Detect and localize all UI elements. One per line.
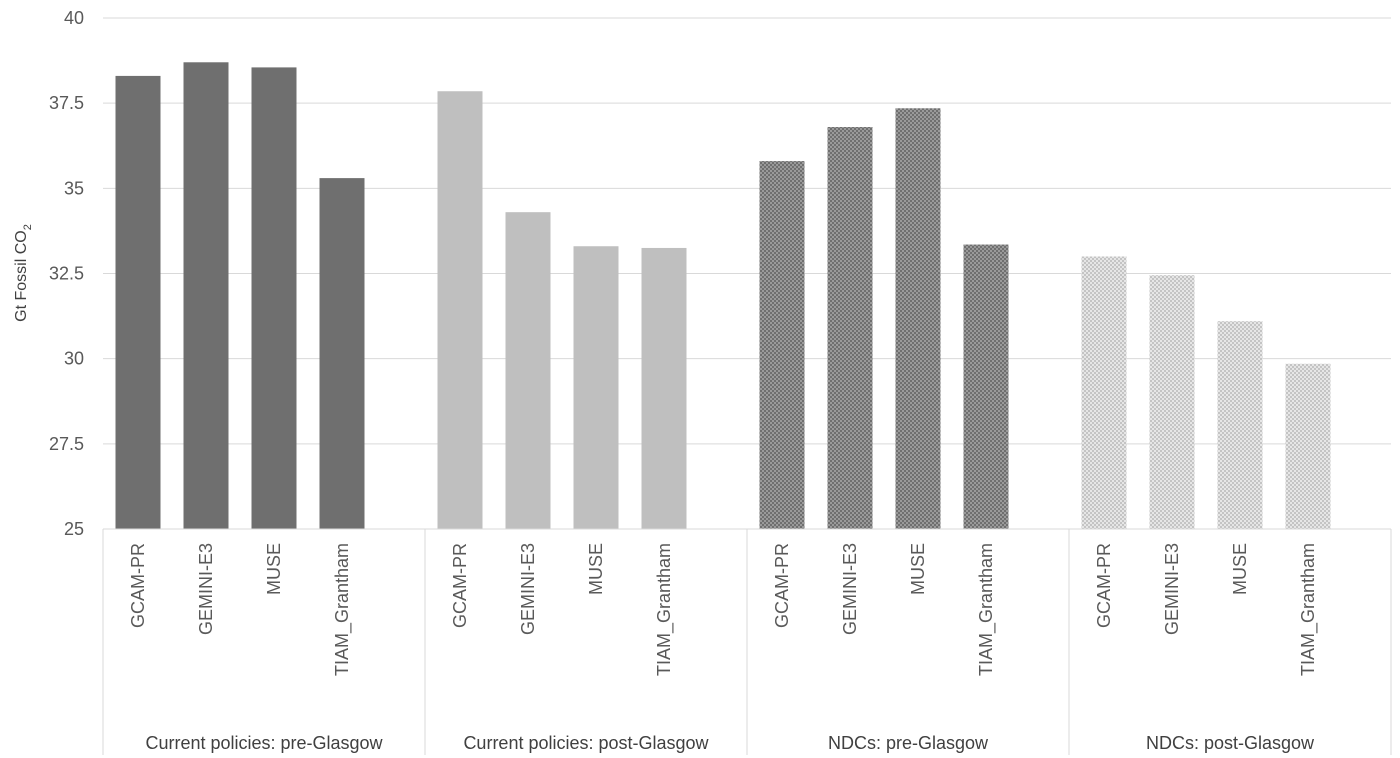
group-label: NDCs: pre-Glasgow bbox=[828, 733, 989, 753]
category-label: MUSE bbox=[1230, 543, 1250, 595]
y-tick-label: 30 bbox=[64, 349, 84, 369]
y-tick-label: 40 bbox=[64, 8, 84, 28]
y-tick-label: 32.5 bbox=[49, 264, 84, 284]
category-label: MUSE bbox=[586, 543, 606, 595]
bar bbox=[437, 91, 483, 529]
bar bbox=[1081, 256, 1127, 529]
group-label: NDCs: post-Glasgow bbox=[1146, 733, 1315, 753]
gridlines bbox=[103, 17, 1391, 530]
bar bbox=[251, 67, 297, 529]
bar bbox=[827, 127, 873, 529]
y-axis-label-main: Gt Fossil CO bbox=[13, 230, 30, 322]
category-label: GCAM-PR bbox=[772, 543, 792, 628]
bar bbox=[895, 108, 941, 529]
category-label: MUSE bbox=[908, 543, 928, 595]
category-label: TIAM_Grantham bbox=[976, 543, 997, 676]
bar bbox=[759, 161, 805, 529]
group-label: Current policies: pre-Glasgow bbox=[145, 733, 383, 753]
group-label: Current policies: post-Glasgow bbox=[463, 733, 709, 753]
category-label: TIAM_Grantham bbox=[1298, 543, 1319, 676]
y-axis-label-subscript: 2 bbox=[22, 224, 34, 230]
category-label: GEMINI-E3 bbox=[518, 543, 538, 635]
bar bbox=[1217, 321, 1263, 529]
bar bbox=[505, 212, 551, 529]
category-label: GCAM-PR bbox=[450, 543, 470, 628]
category-labels: GCAM-PR GEMINI-E3 MUSE TIAM_Grantham GCAM-PR… bbox=[128, 543, 1319, 676]
y-tick-label: 35 bbox=[64, 178, 84, 198]
category-label: GEMINI-E3 bbox=[196, 543, 216, 635]
category-label: GCAM-PR bbox=[128, 543, 148, 628]
bar bbox=[573, 246, 619, 529]
bar bbox=[319, 178, 365, 529]
y-axis-ticks: 25 27.5 30 32.5 35 37.5 40 bbox=[49, 8, 84, 539]
category-label: GCAM-PR bbox=[1094, 543, 1114, 628]
bar bbox=[963, 244, 1009, 529]
y-axis-label: Gt Fossil CO2 bbox=[13, 224, 34, 322]
bars bbox=[115, 62, 1331, 529]
y-tick-label: 27.5 bbox=[49, 434, 84, 454]
bar bbox=[183, 62, 229, 529]
category-label: TIAM_Grantham bbox=[654, 543, 675, 676]
y-tick-label: 25 bbox=[64, 519, 84, 539]
category-label: GEMINI-E3 bbox=[840, 543, 860, 635]
category-label: TIAM_Grantham bbox=[332, 543, 353, 676]
y-tick-label: 37.5 bbox=[49, 93, 84, 113]
category-label: GEMINI-E3 bbox=[1162, 543, 1182, 635]
group-labels: Current policies: pre-Glasgow Current pol… bbox=[145, 733, 1315, 753]
category-label: MUSE bbox=[264, 543, 284, 595]
bar bbox=[1149, 275, 1195, 529]
bar bbox=[115, 75, 161, 529]
x-axis bbox=[102, 528, 1392, 755]
bar bbox=[1285, 363, 1331, 529]
bar bbox=[641, 247, 687, 529]
